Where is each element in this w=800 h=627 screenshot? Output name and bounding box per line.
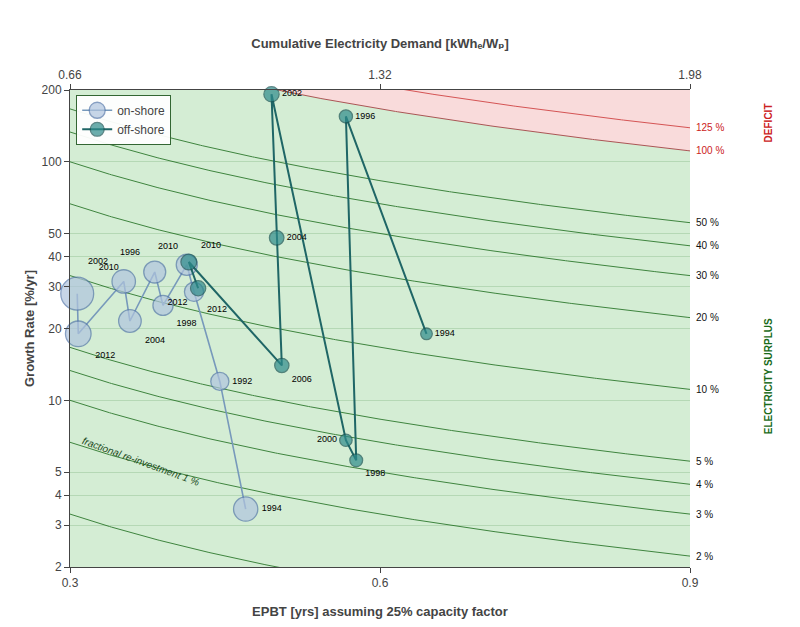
svg-text:2006: 2006 <box>292 374 312 384</box>
svg-text:20: 20 <box>48 322 62 336</box>
svg-text:1992: 1992 <box>232 376 252 386</box>
svg-text:100 %: 100 % <box>696 145 724 156</box>
svg-text:off-shore: off-shore <box>117 123 164 137</box>
svg-text:2002: 2002 <box>88 256 108 266</box>
svg-text:5 %: 5 % <box>696 456 713 467</box>
svg-text:2000: 2000 <box>317 434 337 444</box>
svg-text:30 %: 30 % <box>696 270 719 281</box>
svg-text:2004: 2004 <box>287 232 307 242</box>
svg-text:0.9: 0.9 <box>682 576 699 590</box>
svg-text:1998: 1998 <box>177 318 197 328</box>
svg-text:0.6: 0.6 <box>372 576 389 590</box>
svg-text:DEFICIT: DEFICIT <box>763 103 774 142</box>
svg-text:1994: 1994 <box>435 328 455 338</box>
svg-text:0.3: 0.3 <box>62 576 79 590</box>
svg-text:1996: 1996 <box>355 111 375 121</box>
svg-text:10 %: 10 % <box>696 384 719 395</box>
svg-text:1998: 1998 <box>365 468 385 478</box>
svg-text:2004: 2004 <box>145 335 165 345</box>
svg-text:50 %: 50 % <box>696 217 719 228</box>
svg-text:100: 100 <box>42 155 62 169</box>
svg-text:3 %: 3 % <box>696 509 713 520</box>
svg-text:5: 5 <box>55 465 62 479</box>
svg-text:200: 200 <box>42 83 62 97</box>
svg-text:3: 3 <box>55 518 62 532</box>
svg-text:Cumulative Electricity Demand: Cumulative Electricity Demand [kWhₑ/Wₚ] <box>251 36 508 51</box>
svg-text:2 %: 2 % <box>696 551 713 562</box>
svg-text:ELECTRICITY SURPLUS: ELECTRICITY SURPLUS <box>763 318 774 434</box>
svg-text:4 %: 4 % <box>696 479 713 490</box>
svg-text:2002: 2002 <box>282 88 302 98</box>
svg-text:2010: 2010 <box>158 241 178 251</box>
svg-text:2: 2 <box>55 560 62 574</box>
svg-text:0.66: 0.66 <box>58 68 82 82</box>
svg-text:2012: 2012 <box>168 297 188 307</box>
svg-text:40 %: 40 % <box>696 240 719 251</box>
svg-text:1996: 1996 <box>120 247 140 257</box>
svg-text:2010: 2010 <box>99 262 119 272</box>
svg-text:125 %: 125 % <box>696 122 724 133</box>
svg-text:4: 4 <box>55 488 62 502</box>
svg-text:fractional re-investment 1 %: fractional re-investment 1 % <box>81 435 201 488</box>
svg-text:2010: 2010 <box>201 240 221 250</box>
svg-text:1.32: 1.32 <box>368 68 392 82</box>
svg-text:on-shore: on-shore <box>117 104 165 118</box>
svg-text:2012: 2012 <box>207 304 227 314</box>
svg-text:Growth Rate [%/yr]: Growth Rate [%/yr] <box>22 270 37 387</box>
svg-text:1994: 1994 <box>262 503 282 513</box>
svg-text:2012: 2012 <box>95 350 115 360</box>
svg-text:50: 50 <box>48 227 62 241</box>
svg-text:40: 40 <box>48 250 62 264</box>
svg-text:EPBT [yrs] assuming 25% capaci: EPBT [yrs] assuming 25% capacity factor <box>252 604 508 619</box>
svg-text:10: 10 <box>48 394 62 408</box>
svg-text:20 %: 20 % <box>696 312 719 323</box>
svg-text:30: 30 <box>48 280 62 294</box>
svg-text:1.98: 1.98 <box>678 68 702 82</box>
